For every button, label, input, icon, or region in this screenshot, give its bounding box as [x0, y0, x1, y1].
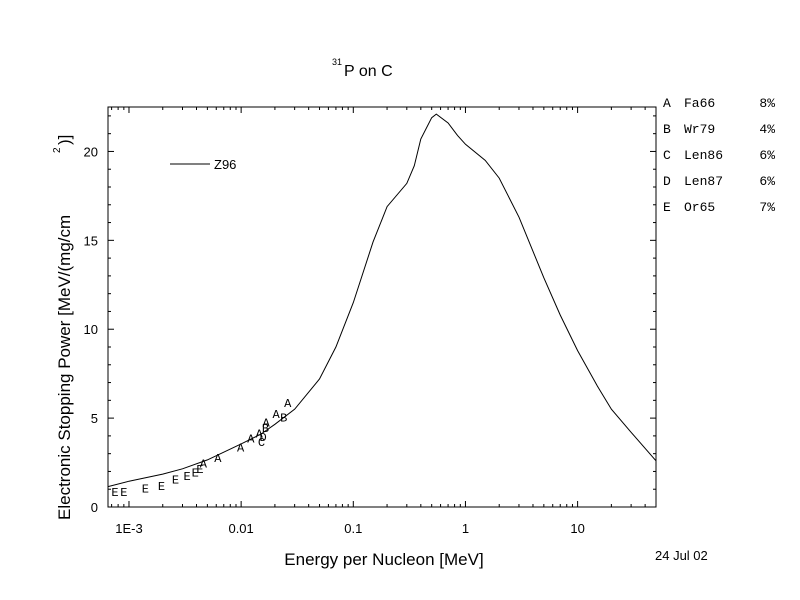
marker-a: A: [256, 427, 264, 441]
marker-e: E: [184, 470, 191, 484]
reference-error: 6%: [759, 148, 775, 163]
x-tick-label: 10: [570, 521, 584, 536]
reference-name: Len87: [684, 174, 723, 189]
marker-a: A: [273, 408, 281, 422]
marker-d: D: [260, 431, 267, 445]
y-tick-label: 5: [91, 411, 98, 426]
marker-a: A: [284, 397, 292, 411]
chart-title: P on C: [344, 63, 393, 80]
reference-name: Or65: [684, 200, 715, 215]
y-tick-label: 15: [84, 233, 98, 248]
marker-e: E: [192, 466, 199, 480]
x-tick-label: 1: [462, 521, 469, 536]
reference-error: 7%: [759, 200, 775, 215]
x-tick-label: 0.01: [228, 521, 253, 536]
reference-letter: A: [663, 96, 671, 111]
x-axis-ticks: 1E-3 0.01 0.1 1 10: [111, 107, 657, 536]
marker-b: B: [262, 422, 269, 436]
reference-error: 6%: [759, 174, 775, 189]
marker-a: A: [200, 458, 208, 472]
reference-letter: B: [663, 122, 671, 137]
x-tick-label: 1E-3: [115, 521, 142, 536]
y-axis-label-close: )]: [55, 135, 74, 145]
y-axis-label-superscript: 2: [52, 147, 63, 153]
y-tick-label: 10: [84, 322, 98, 337]
reference-letter: D: [663, 174, 671, 189]
date-label: 24 Jul 02: [655, 548, 708, 563]
chart-title-superscript: 31: [332, 57, 342, 67]
marker-a: A: [247, 433, 255, 447]
reference-error: 4%: [759, 122, 775, 137]
reference-name: Len86: [684, 148, 723, 163]
marker-c: C: [258, 436, 265, 450]
marker-e: E: [142, 482, 149, 496]
y-tick-label: 0: [91, 500, 98, 515]
legend: Z96: [170, 157, 236, 172]
y-axis-label-main: Electronic Stopping Power [MeV/(mg/cm: [55, 215, 74, 520]
reference-name: Wr79: [684, 122, 715, 137]
marker-e: E: [111, 486, 118, 500]
marker-e: E: [158, 480, 165, 494]
series-z96-line: [107, 113, 657, 488]
y-tick-label: 20: [84, 144, 98, 159]
marker-a: A: [263, 417, 271, 431]
x-axis-label: Energy per Nucleon [MeV]: [284, 550, 483, 569]
marker-a: A: [214, 452, 222, 466]
reference-letter: C: [663, 148, 671, 163]
marker-e: E: [120, 486, 127, 500]
marker-e: E: [196, 463, 203, 477]
reference-table: A Fa66 8% B Wr79 4% C Len86 6% D Len87 6% E Or65 7%: [663, 96, 775, 215]
marker-a: A: [237, 442, 245, 456]
reference-error: 8%: [759, 96, 775, 111]
reference-letter: E: [663, 200, 671, 215]
y-axis-ticks: 0 5 10 15 20: [84, 115, 656, 515]
marker-b: B: [280, 411, 287, 425]
series-z96-layer: [107, 113, 657, 488]
x-tick-label: 0.1: [344, 521, 362, 536]
marker-e: E: [172, 474, 179, 488]
legend-label-z96: Z96: [214, 157, 236, 172]
reference-name: Fa66: [684, 96, 715, 111]
plot-frame: [107, 106, 657, 508]
y-axis-label: Electronic Stopping Power [MeV/(mg/cm 2 …: [52, 135, 74, 520]
